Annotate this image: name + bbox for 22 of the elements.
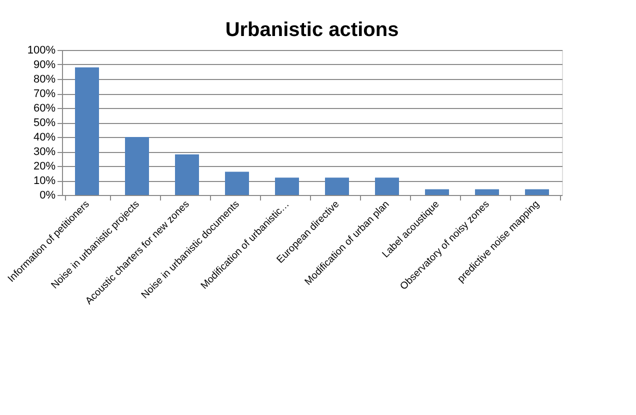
y-tick-label: 70% [33,88,56,100]
y-tick-label: 100% [27,44,56,56]
y-tick-label: 60% [33,102,56,114]
bar [525,189,549,195]
bar [175,154,199,195]
y-tick-label: 90% [33,59,56,71]
bar [475,189,499,195]
bar [125,137,149,195]
y-tick-label: 50% [33,117,56,129]
y-tick-label: 20% [33,160,56,172]
bar [325,178,349,195]
bar [425,189,449,195]
y-tick-label: 10% [33,175,56,187]
bar [275,178,299,195]
bar [225,172,249,195]
y-tick-label: 30% [33,146,56,158]
y-tick-label: 40% [33,132,56,144]
y-tick-label: 0% [40,190,56,202]
bar [375,178,399,195]
y-tick-label: 80% [33,74,56,86]
bar [75,67,99,195]
chart-title: Urbanistic actions [225,19,399,41]
